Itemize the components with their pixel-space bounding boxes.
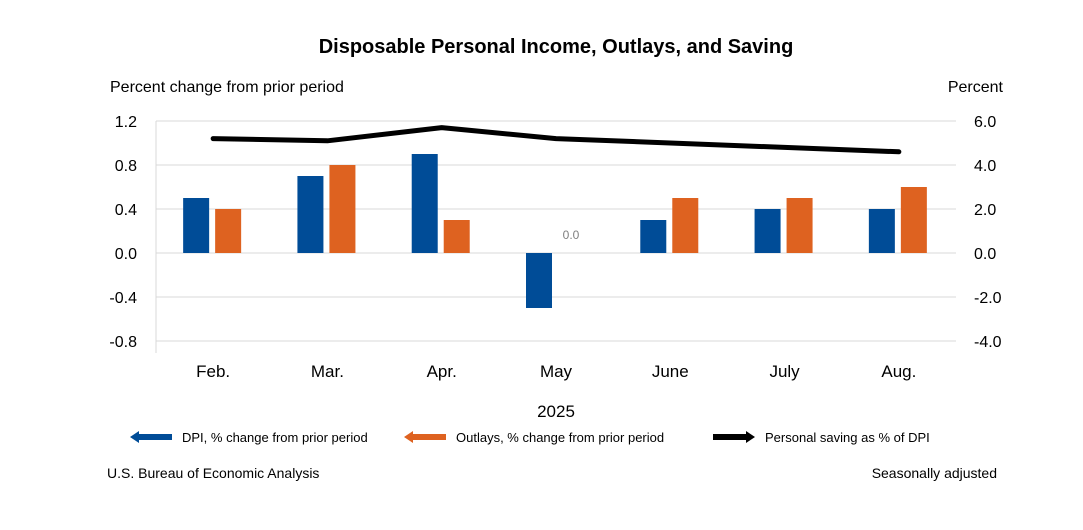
left-tick-label: 0.0: [115, 246, 137, 263]
bar-outlays: [443, 220, 470, 253]
chart-title: Disposable Personal Income, Outlays, and…: [319, 36, 794, 58]
x-axis-label: 2025: [537, 402, 575, 421]
left-tick-label: -0.8: [109, 334, 137, 351]
bar-dpi: [526, 253, 552, 308]
bar-outlays: [215, 209, 242, 253]
x-tick-label: June: [652, 362, 689, 381]
x-tick-label: July: [769, 362, 800, 381]
x-tick-label: Aug.: [881, 362, 916, 381]
bar-dpi: [868, 209, 895, 253]
bar-outlays: [786, 198, 813, 253]
source-note: U.S. Bureau of Economic Analysis: [107, 465, 319, 481]
right-tick-label: 4.0: [974, 158, 996, 175]
bar-dpi: [754, 209, 781, 253]
x-tick-label: Apr.: [427, 362, 457, 381]
x-tick-label: May: [540, 362, 573, 381]
legend-label: Outlays, % change from prior period: [456, 430, 664, 445]
bar-outlays: [900, 187, 927, 253]
legend-arrow-right-icon: [713, 431, 755, 443]
x-tick-label: Mar.: [311, 362, 344, 381]
saving-line: [210, 125, 902, 155]
bar-dpi: [411, 154, 438, 253]
legend-label: Personal saving as % of DPI: [765, 430, 930, 445]
bar-dpi: [640, 220, 667, 253]
left-tick-label: 0.4: [115, 202, 137, 219]
right-tick-label: -2.0: [974, 290, 1002, 307]
bar-outlays: [672, 198, 699, 253]
bar-dpi: [183, 198, 210, 253]
right-tick-label: 6.0: [974, 114, 996, 131]
right-tick-label: -4.0: [974, 334, 1002, 351]
left-tick-label: 1.2: [115, 114, 137, 131]
legend-label: DPI, % change from prior period: [182, 430, 368, 445]
legend-arrow-left-icon: [404, 431, 446, 443]
bar-outlays: [329, 165, 356, 253]
legend-arrow-left-icon: [130, 431, 172, 443]
x-tick-label: Feb.: [196, 362, 230, 381]
bar-dpi: [297, 176, 324, 253]
right-tick-label: 2.0: [974, 202, 996, 219]
left-tick-label: -0.4: [109, 290, 137, 307]
right-tick-label: 0.0: [974, 246, 996, 263]
right-axis-label: Percent: [948, 79, 1004, 96]
adjustment-note: Seasonally adjusted: [872, 465, 997, 481]
left-tick-label: 0.8: [115, 158, 137, 175]
data-label: 0.0: [563, 228, 580, 242]
left-axis-label: Percent change from prior period: [110, 79, 344, 96]
